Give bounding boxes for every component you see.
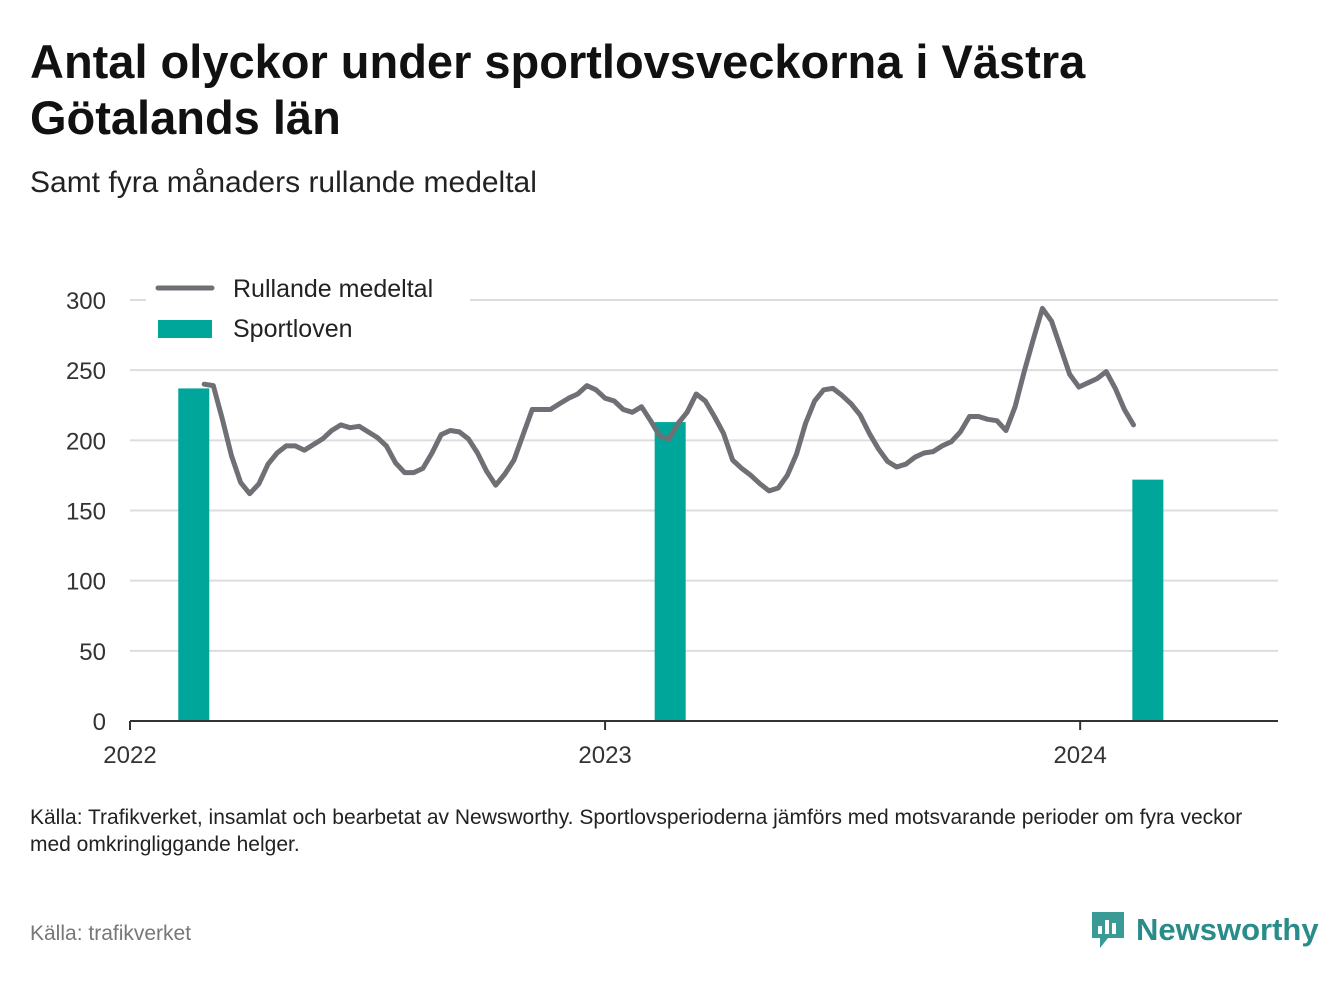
- chart-title: Antal olyckor under sportlovsveckorna i …: [30, 35, 1086, 144]
- x-tick-label: 2023: [578, 742, 631, 769]
- brand-logo[interactable]: Newsworthy: [1088, 908, 1319, 952]
- bar-series-sportloven: [178, 388, 1164, 721]
- bar: [654, 422, 686, 721]
- y-tick-label: 150: [66, 499, 106, 526]
- legend-background: [146, 270, 470, 356]
- legend-label-bar: Sportloven: [233, 315, 353, 343]
- newsworthy-logo-icon: [1092, 912, 1124, 948]
- legend-bar-swatch: [158, 320, 212, 338]
- y-tick-label: 100: [66, 569, 106, 596]
- y-tick-label: 0: [93, 709, 106, 736]
- legend: Rullande medeltal Sportloven: [146, 270, 470, 356]
- y-tick-label: 300: [66, 288, 106, 315]
- source-text: Källa: trafikverket: [30, 922, 192, 945]
- y-tick-label: 200: [66, 428, 106, 455]
- legend-label-line: Rullande medeltal: [233, 275, 433, 303]
- grid-lines: [130, 299, 1278, 652]
- y-tick-label: 250: [66, 358, 106, 385]
- bar: [178, 388, 210, 721]
- chart: 0 50 100 150 200 250 300 2022 2023 2024 Rullande…: [65, 270, 1278, 769]
- brand-name: Newsworthy: [1136, 912, 1319, 947]
- y-tick-label: 50: [79, 639, 106, 666]
- bar: [1132, 479, 1164, 721]
- footnote: Källa: Trafikverket, insamlat och bearbe…: [30, 806, 1243, 856]
- x-tick-label: 2024: [1053, 742, 1106, 769]
- chart-subtitle: Samt fyra månaders rullande medeltal: [30, 166, 537, 199]
- line-series-rullande-medeltal: [201, 305, 1136, 497]
- x-axis: 2022 2023 2024: [103, 720, 1278, 769]
- y-axis: 0 50 100 150 200 250 300: [66, 288, 106, 736]
- x-tick-label: 2022: [103, 742, 156, 769]
